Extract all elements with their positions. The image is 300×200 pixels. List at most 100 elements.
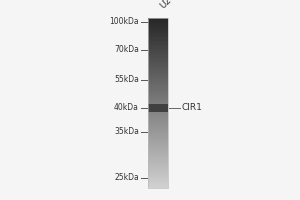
- Bar: [148, 18, 168, 19]
- Bar: [148, 146, 168, 147]
- Bar: [148, 121, 168, 122]
- Bar: [148, 80, 168, 81]
- Bar: [148, 66, 168, 67]
- Bar: [148, 27, 168, 28]
- Bar: [148, 136, 168, 137]
- Bar: [148, 82, 168, 83]
- Bar: [148, 83, 168, 84]
- Bar: [148, 178, 168, 179]
- Bar: [148, 107, 168, 108]
- Bar: [148, 90, 168, 91]
- Bar: [148, 147, 168, 148]
- Bar: [148, 143, 168, 144]
- Bar: [148, 28, 168, 29]
- Bar: [148, 45, 168, 46]
- Bar: [148, 170, 168, 171]
- Bar: [148, 155, 168, 156]
- Bar: [148, 109, 168, 110]
- Bar: [148, 41, 168, 42]
- Bar: [148, 22, 168, 23]
- Bar: [148, 168, 168, 169]
- Bar: [148, 114, 168, 115]
- Bar: [148, 130, 168, 131]
- Bar: [148, 184, 168, 185]
- Bar: [148, 162, 168, 163]
- Bar: [148, 186, 168, 187]
- Bar: [148, 78, 168, 79]
- Bar: [148, 37, 168, 38]
- Bar: [148, 131, 168, 132]
- Bar: [148, 177, 168, 178]
- Bar: [148, 123, 168, 124]
- Bar: [148, 33, 168, 34]
- Bar: [148, 182, 168, 183]
- Bar: [148, 126, 168, 127]
- Bar: [148, 91, 168, 92]
- Bar: [148, 180, 168, 181]
- Bar: [148, 81, 168, 82]
- Bar: [148, 150, 168, 151]
- Bar: [148, 25, 168, 26]
- Bar: [148, 29, 168, 30]
- Bar: [148, 164, 168, 165]
- Bar: [148, 93, 168, 94]
- Bar: [148, 110, 168, 111]
- Bar: [148, 71, 168, 72]
- Bar: [148, 172, 168, 173]
- Bar: [148, 174, 168, 175]
- Bar: [148, 85, 168, 86]
- Bar: [148, 31, 168, 32]
- Bar: [148, 63, 168, 64]
- Bar: [148, 101, 168, 102]
- Bar: [148, 94, 168, 95]
- Bar: [148, 153, 168, 154]
- Bar: [148, 163, 168, 164]
- Bar: [148, 34, 168, 35]
- Bar: [148, 129, 168, 130]
- Bar: [148, 100, 168, 101]
- Bar: [148, 68, 168, 69]
- Bar: [148, 56, 168, 57]
- Bar: [148, 160, 168, 161]
- Bar: [148, 127, 168, 128]
- Bar: [148, 161, 168, 162]
- Bar: [148, 36, 168, 37]
- Bar: [148, 64, 168, 65]
- Bar: [148, 76, 168, 77]
- Bar: [148, 135, 168, 136]
- Bar: [148, 50, 168, 51]
- Text: 40kDa: 40kDa: [114, 104, 139, 112]
- Bar: [148, 141, 168, 142]
- Bar: [148, 179, 168, 180]
- Bar: [148, 128, 168, 129]
- Bar: [148, 46, 168, 47]
- Bar: [148, 32, 168, 33]
- Bar: [148, 157, 168, 158]
- Bar: [148, 183, 168, 184]
- Bar: [148, 20, 168, 21]
- Bar: [148, 21, 168, 22]
- Bar: [148, 159, 168, 160]
- Bar: [148, 169, 168, 170]
- Bar: [148, 120, 168, 121]
- Bar: [148, 171, 168, 172]
- Text: 25kDa: 25kDa: [114, 173, 139, 182]
- Bar: [148, 173, 168, 174]
- Bar: [148, 133, 168, 134]
- Bar: [148, 42, 168, 43]
- Bar: [148, 97, 168, 98]
- Bar: [148, 113, 168, 114]
- Bar: [148, 59, 168, 60]
- Text: 100kDa: 100kDa: [110, 18, 139, 26]
- Bar: [148, 51, 168, 52]
- Bar: [148, 40, 168, 41]
- Bar: [148, 48, 168, 49]
- Bar: [148, 148, 168, 149]
- Text: 35kDa: 35kDa: [114, 128, 139, 136]
- Bar: [148, 137, 168, 138]
- Bar: [148, 89, 168, 90]
- Bar: [148, 19, 168, 20]
- Bar: [148, 35, 168, 36]
- Bar: [148, 70, 168, 71]
- Bar: [148, 151, 168, 152]
